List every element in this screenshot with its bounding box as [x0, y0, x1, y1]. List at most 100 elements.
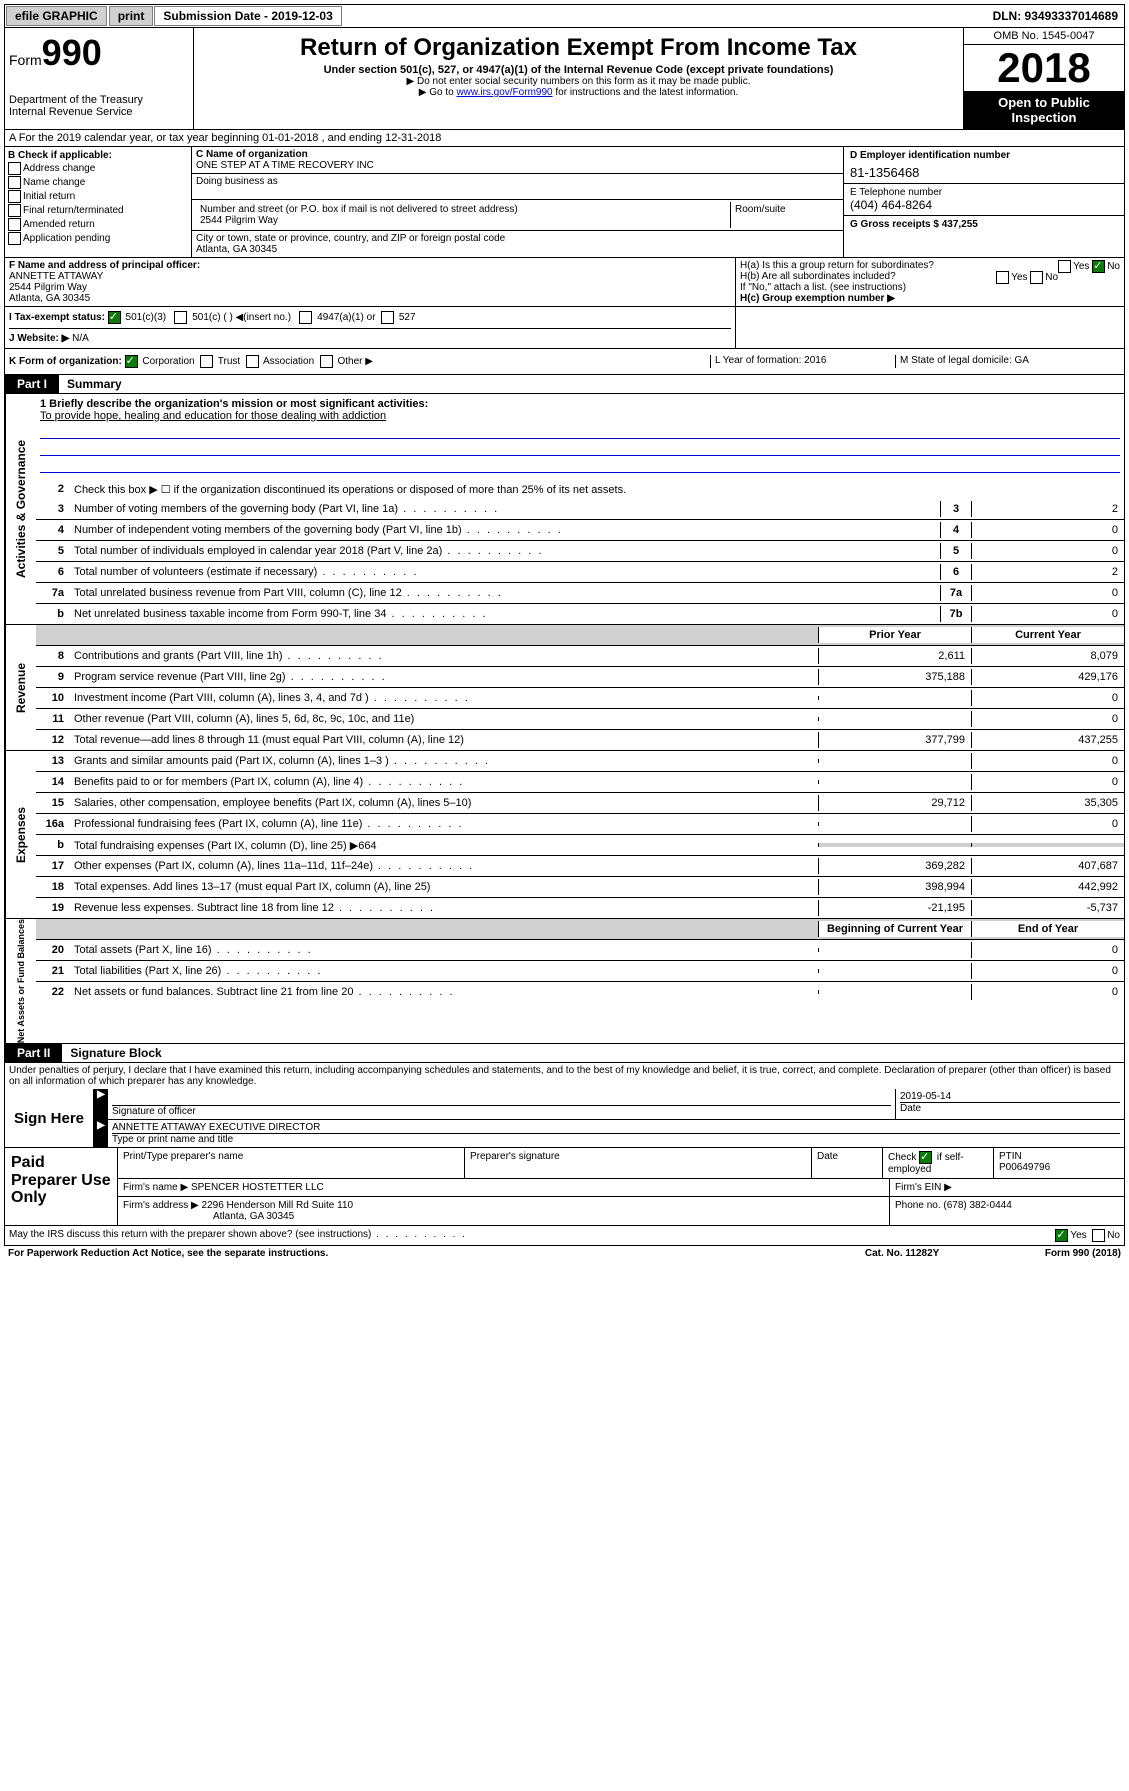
part1-title: Summary — [59, 375, 130, 393]
dba-label: Doing business as — [196, 176, 839, 187]
c14: 0 — [971, 774, 1124, 790]
cb-amended-return[interactable]: Amended return — [8, 218, 188, 231]
dept-treasury: Department of the Treasury — [9, 94, 189, 106]
val-6: 2 — [971, 564, 1124, 580]
irs-discuss-row: May the IRS discuss this return with the… — [4, 1226, 1125, 1246]
line14: Benefits paid to or for members (Part IX… — [70, 774, 818, 790]
mission-text: To provide hope, healing and education f… — [40, 410, 1120, 422]
cb-501c[interactable] — [174, 311, 187, 324]
cb-initial-return[interactable]: Initial return — [8, 190, 188, 203]
row-f-h: F Name and address of principal officer:… — [4, 258, 1125, 307]
cb-527[interactable] — [381, 311, 394, 324]
part2-header: Part II Signature Block — [4, 1044, 1125, 1063]
cb-discuss-no[interactable] — [1092, 1229, 1105, 1242]
p17: 369,282 — [818, 858, 971, 874]
firm-ein-label: Firm's EIN ▶ — [890, 1179, 1124, 1196]
ha-no: No — [1107, 261, 1120, 272]
line19: Revenue less expenses. Subtract line 18 … — [70, 900, 818, 916]
p15: 29,712 — [818, 795, 971, 811]
cb-final-return[interactable]: Final return/terminated — [8, 204, 188, 217]
b-check-label: B Check if applicable: — [8, 150, 188, 161]
c22: 0 — [971, 984, 1124, 1000]
hc-label: H(c) Group exemption number ▶ — [740, 293, 1120, 304]
sig-date: 2019-05-14 — [900, 1091, 1120, 1102]
c8: 8,079 — [971, 648, 1124, 664]
row-i-j: I Tax-exempt status: 501(c)(3) 501(c) ( … — [4, 307, 1125, 349]
print-button[interactable]: print — [109, 6, 154, 26]
cb-self-employed[interactable] — [919, 1151, 932, 1164]
ha-label: H(a) Is this a group return for subordin… — [740, 260, 934, 271]
sig-officer-label: Signature of officer — [112, 1105, 891, 1117]
org-address: 2544 Pilgrim Way — [200, 215, 726, 226]
trust-label: Trust — [218, 356, 240, 367]
firm-addr-row: Firm's address ▶ 2296 Henderson Mill Rd … — [118, 1197, 890, 1225]
part1-header: Part I Summary — [4, 375, 1125, 394]
efile-label: efile GRAPHIC — [6, 6, 107, 26]
beg-year-header: Beginning of Current Year — [818, 921, 971, 937]
501c-label: 501(c) ( ) ◀(insert no.) — [192, 312, 291, 323]
paid-preparer-section: Paid Preparer Use Only Print/Type prepar… — [4, 1148, 1125, 1226]
cb-4947[interactable] — [299, 311, 312, 324]
part2-title: Signature Block — [62, 1044, 169, 1062]
row-k: K Form of organization: Corporation Trus… — [4, 349, 1125, 375]
line17: Other expenses (Part IX, column (A), lin… — [70, 858, 818, 874]
line21: Total liabilities (Part X, line 26) — [70, 963, 818, 979]
cb-address-change[interactable]: Address change — [8, 162, 188, 175]
p18: 398,994 — [818, 879, 971, 895]
hb-label: H(b) Are all subordinates included? — [740, 271, 896, 282]
p16a — [818, 822, 971, 826]
revenue-tab: Revenue — [5, 625, 36, 750]
governance-tab: Activities & Governance — [5, 394, 36, 624]
firm-phone: Phone no. (678) 382-0444 — [890, 1197, 1124, 1225]
governance-section: Activities & Governance 1 Briefly descri… — [4, 394, 1125, 625]
cb-discuss-yes[interactable] — [1055, 1229, 1068, 1242]
signer-name-label: Type or print name and title — [112, 1133, 1120, 1145]
yes-label: Yes — [1070, 1230, 1086, 1241]
line6: Total number of volunteers (estimate if … — [70, 564, 940, 580]
firm-name: SPENCER HOSTETTER LLC — [191, 1182, 324, 1193]
sign-arrow2-icon: ▶ — [94, 1120, 108, 1147]
assoc-label: Association — [263, 356, 314, 367]
p13 — [818, 759, 971, 763]
addr-label: Number and street (or P.O. box if mail i… — [200, 204, 726, 215]
cb-corporation[interactable] — [125, 355, 138, 368]
year-formation: L Year of formation: 2016 — [710, 355, 895, 368]
line12: Total revenue—add lines 8 through 11 (mu… — [70, 732, 818, 748]
cb-association[interactable] — [246, 355, 259, 368]
irs-label: Internal Revenue Service — [9, 106, 189, 118]
ptin-value: P00649796 — [999, 1162, 1119, 1173]
c20: 0 — [971, 942, 1124, 958]
c15: 35,305 — [971, 795, 1124, 811]
cb-501c3[interactable] — [108, 311, 121, 324]
website-row: J Website: ▶ N/A — [9, 328, 731, 344]
row-a-tax-year: A For the 2019 calendar year, or tax yea… — [4, 130, 1125, 147]
tax-exempt-row: I Tax-exempt status: 501(c)(3) 501(c) ( … — [9, 311, 731, 324]
prep-self-employed: Check if self-employed — [883, 1148, 994, 1178]
firm-name-row: Firm's name ▶ SPENCER HOSTETTER LLC — [118, 1179, 890, 1196]
form990-link[interactable]: www.irs.gov/Form990 — [456, 87, 552, 98]
c21: 0 — [971, 963, 1124, 979]
paperwork-notice: For Paperwork Reduction Act Notice, see … — [8, 1248, 865, 1259]
hb-note: If "No," attach a list. (see instruction… — [740, 282, 1120, 293]
cb-application-pending[interactable]: Application pending — [8, 232, 188, 245]
gross-receipts: G Gross receipts $ 437,255 — [850, 219, 1118, 230]
hb-yes: Yes — [1011, 272, 1027, 283]
ein-value: 81-1356468 — [850, 161, 1118, 180]
discuss-answer: Yes No — [1055, 1229, 1120, 1242]
org-name: ONE STEP AT A TIME RECOVERY INC — [196, 160, 839, 171]
firm-addr-label: Firm's address ▶ — [123, 1200, 199, 1211]
cb-name-change[interactable]: Name change — [8, 176, 188, 189]
c11: 0 — [971, 711, 1124, 727]
i-label: I Tax-exempt status: — [9, 312, 105, 323]
submission-date: Submission Date - 2019-12-03 — [154, 6, 341, 26]
ha-row: H(a) Is this a group return for subordin… — [740, 260, 1120, 271]
p10 — [818, 696, 971, 700]
firm-name-label: Firm's name ▶ — [123, 1182, 188, 1193]
paid-preparer-label: Paid Preparer Use Only — [5, 1148, 118, 1225]
officer-addr2: Atlanta, GA 30345 — [9, 293, 731, 304]
cb-other[interactable] — [320, 355, 333, 368]
netassets-section: Net Assets or Fund Balances Beginning of… — [4, 919, 1125, 1044]
cb-trust[interactable] — [200, 355, 213, 368]
c17: 407,687 — [971, 858, 1124, 874]
p21 — [818, 969, 971, 973]
